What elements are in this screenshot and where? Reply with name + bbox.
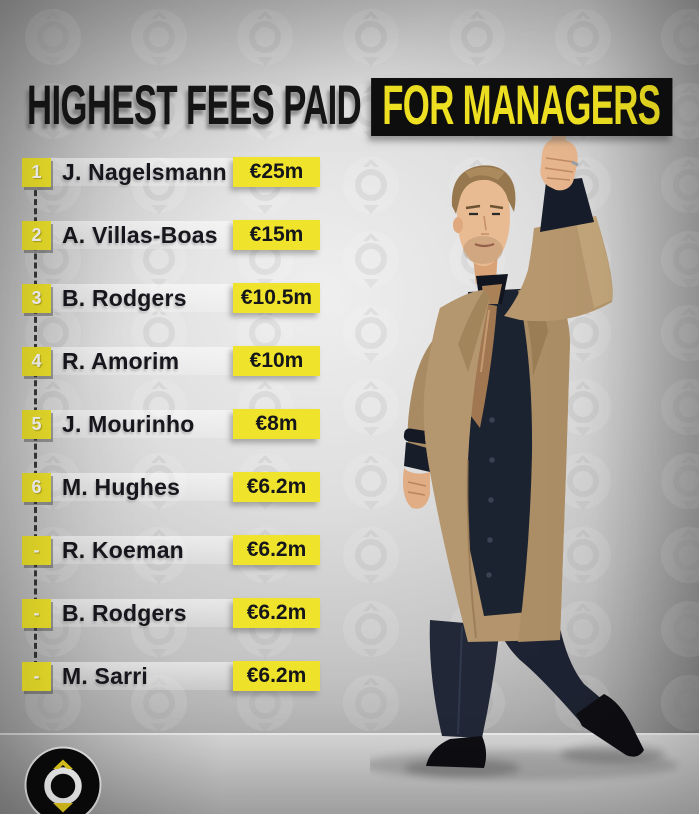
manager-name: R. Koeman: [62, 536, 184, 563]
rank-badge: 5: [22, 409, 51, 439]
title-highlight-box: FOR MANAGERS: [371, 76, 673, 136]
manager-name: M. Sarri: [62, 662, 148, 689]
manager-name: J. Mourinho: [62, 410, 195, 437]
manager-name: B. Rodgers: [62, 599, 187, 626]
90min-logo-icon: [24, 746, 102, 814]
manager-name: B. Rodgers: [62, 284, 187, 311]
page-title: HIGHEST FEES PAID FOR MANAGERS: [27, 76, 699, 136]
rank-badge: -: [22, 661, 51, 691]
fee-value: €6.2m: [233, 535, 320, 565]
list-item: 3 B. Rodgers €10.5m: [22, 283, 320, 313]
fee-value: €15m: [233, 220, 320, 250]
rank-badge: -: [22, 598, 51, 628]
fee-value: €6.2m: [233, 598, 320, 628]
fee-value: €25m: [233, 157, 320, 187]
list-item: - B. Rodgers €6.2m: [22, 598, 320, 628]
list-item: - M. Sarri €6.2m: [22, 661, 320, 691]
manager-name: R. Amorim: [62, 347, 180, 374]
list-item: - R. Koeman €6.2m: [22, 535, 320, 565]
list-item: 1 J. Nagelsmann €25m: [22, 157, 320, 187]
fee-value: €6.2m: [233, 661, 320, 691]
manager-name: J. Nagelsmann: [62, 158, 227, 185]
title-plain-text: HIGHEST FEES PAID: [27, 72, 362, 136]
rank-badge: 4: [22, 346, 51, 376]
list-item: 5 J. Mourinho €8m: [22, 409, 320, 439]
manager-name: M. Hughes: [62, 473, 181, 500]
rank-badge: 3: [22, 283, 51, 313]
fee-value: €8m: [233, 409, 320, 439]
rank-badge: 6: [22, 472, 51, 502]
fee-value: €10.5m: [233, 283, 320, 313]
list-item: 4 R. Amorim €10m: [22, 346, 320, 376]
rank-badge: 2: [22, 220, 51, 250]
rank-badge: 1: [22, 157, 51, 187]
manager-thumbs-up-photo: [370, 123, 678, 780]
manager-name: A. Villas-Boas: [62, 221, 218, 248]
list-item: 6 M. Hughes €6.2m: [22, 472, 320, 502]
list-item: 2 A. Villas-Boas €15m: [22, 220, 320, 250]
fee-value: €6.2m: [233, 472, 320, 502]
rank-badge: -: [22, 535, 51, 565]
fee-value: €10m: [233, 346, 320, 376]
